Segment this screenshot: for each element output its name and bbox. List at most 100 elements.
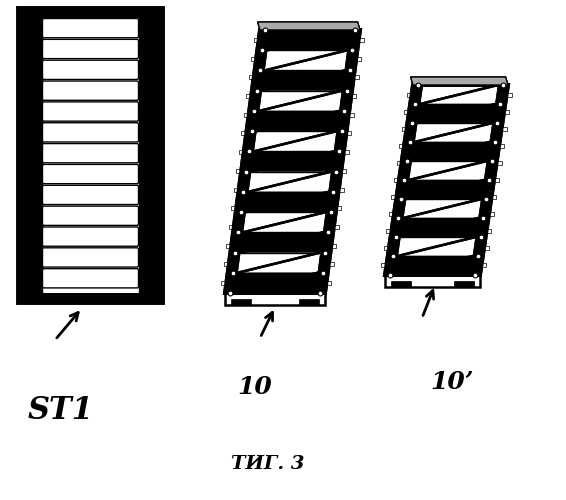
Bar (394, 178, 399, 182)
Bar (229, 225, 234, 229)
Polygon shape (404, 199, 481, 218)
Polygon shape (254, 131, 337, 152)
Polygon shape (385, 85, 423, 275)
Polygon shape (409, 161, 487, 180)
Bar (507, 93, 512, 97)
Bar (334, 225, 339, 229)
Bar (454, 281, 474, 287)
Bar (224, 262, 229, 266)
Polygon shape (241, 232, 323, 252)
Bar (487, 229, 491, 233)
Polygon shape (225, 30, 270, 293)
Polygon shape (262, 70, 345, 90)
Bar (387, 229, 392, 233)
FancyBboxPatch shape (42, 248, 139, 267)
Bar (241, 132, 246, 136)
Polygon shape (243, 212, 326, 233)
Bar (239, 150, 244, 154)
Bar (404, 110, 409, 114)
Bar (491, 195, 496, 199)
FancyBboxPatch shape (42, 60, 139, 80)
Bar (299, 299, 319, 305)
Polygon shape (385, 85, 508, 275)
Text: ΤИГ. 3: ΤИГ. 3 (231, 455, 305, 473)
Polygon shape (417, 104, 495, 123)
FancyBboxPatch shape (42, 81, 139, 100)
Bar (339, 188, 344, 192)
Bar (251, 56, 256, 60)
Polygon shape (225, 30, 360, 293)
Polygon shape (259, 90, 342, 111)
Bar (381, 263, 387, 267)
Bar (327, 281, 331, 285)
Bar (406, 93, 411, 97)
Bar (234, 188, 239, 192)
Polygon shape (412, 142, 490, 161)
Bar (385, 275, 480, 287)
Bar (489, 212, 494, 216)
Bar (139, 18, 153, 293)
Bar (248, 76, 254, 80)
FancyBboxPatch shape (42, 18, 139, 38)
Bar (346, 132, 351, 136)
Bar (351, 94, 356, 98)
Bar (244, 113, 248, 117)
Polygon shape (235, 273, 318, 293)
Bar (484, 246, 489, 250)
FancyBboxPatch shape (42, 164, 139, 184)
Bar (344, 150, 349, 154)
Polygon shape (256, 111, 339, 131)
Polygon shape (420, 85, 498, 104)
Bar (354, 76, 359, 80)
Bar (399, 144, 404, 148)
Polygon shape (248, 172, 331, 192)
Bar (18, 8, 163, 303)
Polygon shape (415, 123, 492, 142)
Text: 10’: 10’ (430, 370, 474, 394)
Polygon shape (258, 22, 360, 30)
FancyBboxPatch shape (42, 40, 139, 58)
FancyBboxPatch shape (42, 144, 139, 163)
Bar (397, 161, 401, 165)
Bar (392, 195, 397, 199)
Polygon shape (315, 30, 360, 293)
FancyBboxPatch shape (42, 227, 139, 246)
Bar (389, 212, 394, 216)
Polygon shape (398, 237, 475, 256)
Bar (401, 127, 406, 131)
Polygon shape (315, 30, 360, 293)
Polygon shape (470, 85, 508, 275)
Bar (231, 206, 236, 210)
Bar (384, 246, 389, 250)
Polygon shape (258, 22, 360, 30)
Text: ST1: ST1 (28, 395, 94, 426)
Polygon shape (470, 85, 508, 275)
Polygon shape (225, 30, 270, 293)
Bar (501, 127, 507, 131)
Bar (28, 18, 42, 293)
Polygon shape (410, 77, 508, 85)
Bar (231, 299, 251, 305)
Polygon shape (246, 192, 328, 212)
Bar (336, 206, 341, 210)
Bar (499, 144, 504, 148)
Bar (331, 244, 336, 248)
Bar (504, 110, 509, 114)
Bar (496, 161, 501, 165)
Bar (221, 281, 226, 285)
FancyBboxPatch shape (42, 268, 139, 288)
FancyBboxPatch shape (42, 122, 139, 142)
Polygon shape (265, 50, 348, 70)
Bar (225, 293, 325, 305)
Polygon shape (251, 152, 334, 172)
Polygon shape (410, 77, 508, 85)
FancyBboxPatch shape (42, 102, 139, 121)
Bar (356, 56, 361, 60)
FancyBboxPatch shape (42, 206, 139, 226)
Bar (236, 169, 241, 173)
Polygon shape (267, 30, 350, 50)
Bar (254, 38, 259, 42)
Polygon shape (401, 218, 478, 237)
Bar (246, 94, 251, 98)
Bar (28, 18, 153, 293)
